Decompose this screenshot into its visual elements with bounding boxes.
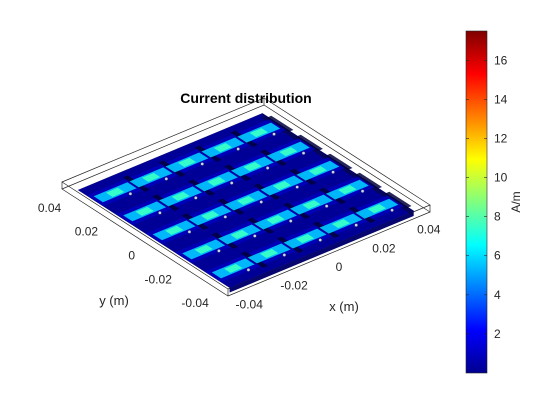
y-tick-label: -0.04 [181,296,209,310]
y-tick-labels: -0.04 -0.02 0 0.02 0.04 [38,201,209,310]
array-element-hotspot [243,162,262,172]
array-element-hotspot [249,128,268,138]
colorbar-label: A/m [509,191,523,212]
element-gap [384,191,412,209]
array-element-hotspot [194,244,213,254]
feed-point [158,211,162,215]
element-gap [295,134,323,151]
array-element-hotspot [367,204,386,214]
colorbar-tick-label: 2 [494,327,501,341]
array-element-hotspot [331,219,351,229]
array-element-hotspot [260,248,279,258]
feed-point [229,181,234,185]
element-gap [325,153,353,170]
feed-point [164,177,169,181]
x-axis-label: x (m) [329,299,359,314]
feed-point [324,204,329,208]
feed-point [128,192,133,196]
feed-point [331,170,335,174]
feed-point [246,268,251,272]
colorbar [465,30,488,374]
x-tick-label: 0 [336,260,343,274]
feed-point [236,147,240,151]
array-element-hotspot [338,185,357,195]
feed-point [272,132,276,136]
array-element-hotspot [141,172,161,182]
array-element-hotspot [236,196,256,205]
feed-point [288,219,293,223]
array-element-hotspot [295,234,315,244]
array-element-hotspot [213,143,232,153]
y-tick-label: -0.02 [145,272,173,286]
feed-point [253,234,257,238]
feed-point [354,223,358,227]
array-element-hotspot [272,181,291,191]
feed-point [194,196,198,200]
array-element-hotspot [165,225,184,235]
colorbar-tick-label: 12 [494,131,508,145]
array-element-hotspot [266,215,285,225]
y-tick-label: 0.02 [75,225,99,239]
array-element-hotspot [308,166,327,176]
array-element-hotspot [135,206,154,216]
colorbar-tick-label: 16 [494,53,508,67]
colorbar-tick-label: 4 [494,288,501,302]
plot-area [61,97,431,297]
array-element-hotspot [177,157,197,167]
feed-point [360,189,365,193]
colorbar-tick-label: 10 [494,171,508,185]
colorbar-tick-label: 14 [494,92,508,106]
chart-title: Current distribution [180,90,311,106]
colorbar-tick-labels: 2 4 6 8 10 12 14 16 [466,53,508,341]
array-element-hotspot [201,210,220,220]
colorbar-tick-label: 6 [494,249,501,263]
feed-point [318,238,323,242]
array-element-hotspot [279,147,298,157]
feed-point [282,253,287,257]
feed-point [223,215,228,219]
ground-plane-side [229,211,414,293]
element-gap [266,115,294,132]
y-tick-label: 0 [128,249,135,263]
array-element-hotspot [230,229,249,239]
x-tick-labels: -0.04 -0.02 0 0.02 0.04 [236,223,441,312]
feed-point [295,185,299,189]
feed-point [301,151,306,155]
feed-point [390,208,394,212]
x-tick-label: 0.04 [417,223,441,237]
feed-point [200,162,205,166]
x-tick-label: -0.04 [236,297,264,311]
feed-point [265,166,270,170]
element-gap [354,172,382,189]
y-axis-label: y (m) [99,293,129,308]
x-tick-label: 0.02 [372,241,396,255]
array-element-hotspot [302,200,321,210]
feed-point [187,230,192,234]
array-element-hotspot [106,187,125,197]
feed-point [217,249,221,253]
colorbar-tick-label: 8 [494,210,501,224]
array-element-hotspot [224,263,243,273]
feed-point [259,200,264,204]
array-element-hotspot [207,176,226,186]
y-tick-label: 0.04 [38,201,62,215]
array-element-hotspot [171,191,190,201]
x-tick-label: -0.02 [280,279,308,293]
